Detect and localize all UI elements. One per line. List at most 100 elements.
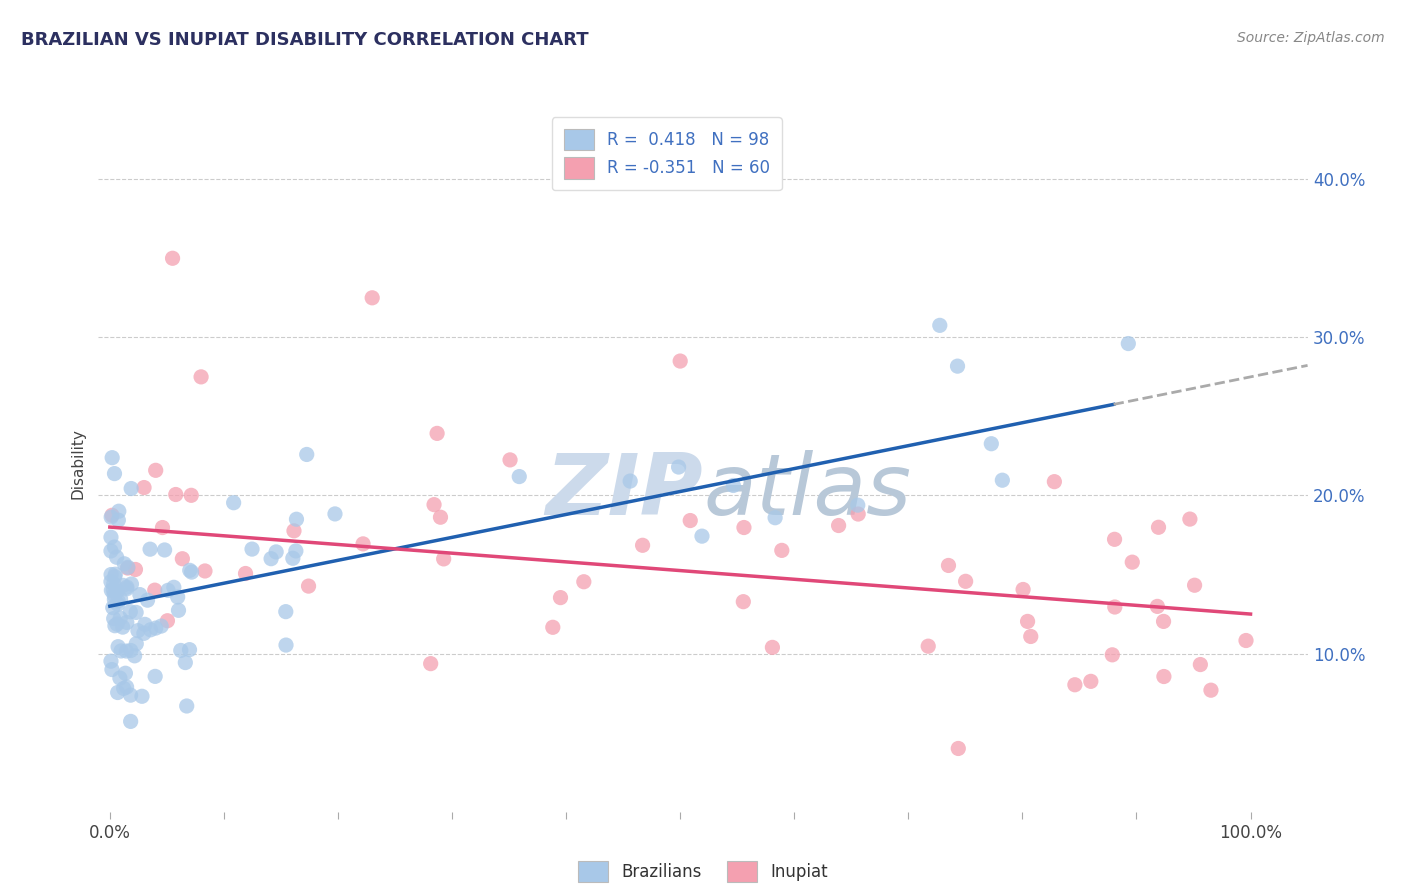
Point [1101,648,1123,662]
Point [103,582,125,597]
Point [928,318,950,333]
Point [100,654,122,668]
Point [174,656,197,670]
Point [172,551,194,566]
Point [107,594,129,608]
Point [163,580,186,594]
Point [104,618,127,632]
Point [120,643,142,657]
Point [108,671,131,685]
Text: ZIP: ZIP [546,450,703,533]
Point [761,640,783,655]
Point [1199,683,1222,698]
Point [112,681,135,696]
Point [1189,657,1212,672]
Point [101,508,124,523]
Point [100,510,122,524]
Point [100,530,122,544]
Point [1153,669,1175,683]
Point [107,640,129,654]
Point [419,657,441,671]
Point [107,685,129,699]
Point [125,637,148,651]
Point [938,558,960,573]
Point [104,567,127,582]
Point [283,524,305,538]
Point [1146,599,1168,614]
Point [946,359,969,373]
Point [115,582,138,596]
Point [166,590,188,604]
Point [222,496,245,510]
Point [110,611,132,625]
Point [101,663,124,677]
Point [103,611,125,625]
Point [429,510,451,524]
Point [115,644,138,658]
Point [948,741,970,756]
Point [162,252,184,266]
Point [103,540,125,554]
Point [433,552,456,566]
Point [619,474,641,488]
Point [170,643,193,657]
Point [128,588,150,602]
Point [1153,615,1175,629]
Point [120,688,142,702]
Point [631,538,654,552]
Point [152,520,174,534]
Legend: Brazilians, Inupiat: Brazilians, Inupiat [567,849,839,892]
Point [274,605,297,619]
Point [143,669,166,683]
Point [323,507,346,521]
Point [105,584,128,599]
Point [150,619,173,633]
Point [297,579,319,593]
Point [763,510,786,524]
Point [176,698,198,713]
Point [1234,633,1257,648]
Point [1017,615,1039,629]
Point [117,561,139,575]
Point [733,520,755,534]
Point [100,583,122,598]
Point [103,592,125,607]
Point [1080,674,1102,689]
Point [352,537,374,551]
Point [260,551,283,566]
Point [281,551,304,566]
Point [127,624,149,638]
Point [104,570,127,584]
Point [679,514,702,528]
Point [991,473,1014,487]
Point [101,600,124,615]
Point [1104,599,1126,614]
Point [132,626,155,640]
Point [190,369,212,384]
Point [1019,630,1042,644]
Point [145,621,167,635]
Point [1104,533,1126,547]
Point [955,574,977,589]
Point [107,504,129,518]
Point [1118,336,1140,351]
Point [143,583,166,598]
Point [1178,512,1201,526]
Point [235,566,257,581]
Point [274,638,297,652]
Point [361,291,384,305]
Point [499,453,522,467]
Point [115,580,138,594]
Point [111,620,134,634]
Point [572,574,595,589]
Point [120,577,142,591]
Point [180,565,202,579]
Point [167,603,190,617]
Point [153,543,176,558]
Point [541,620,564,634]
Point [139,542,162,557]
Point [827,518,849,533]
Point [165,487,187,501]
Text: BRAZILIAN VS INUPIAT DISABILITY CORRELATION CHART: BRAZILIAN VS INUPIAT DISABILITY CORRELAT… [21,31,589,49]
Point [100,544,122,558]
